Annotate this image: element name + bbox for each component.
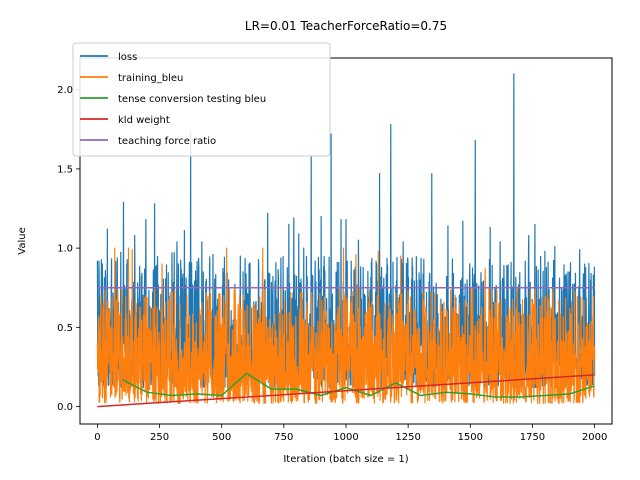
- y-tick-label: 0.5: [57, 323, 73, 334]
- y-axis-ticks: 0.0 0.5 1.0 1.5 2.0: [57, 85, 80, 413]
- x-tick-label: 1500: [458, 432, 483, 443]
- x-tick-label: 2000: [582, 432, 607, 443]
- y-tick-label: 0.0: [57, 402, 73, 413]
- x-tick-label: 1750: [520, 432, 545, 443]
- x-axis-ticks: 0 250 500 750 1000 1250 1500 1750 2000: [94, 424, 607, 443]
- legend-label-teaching-force-ratio: teaching force ratio: [118, 136, 216, 147]
- x-tick-label: 0: [94, 432, 100, 443]
- chart-title: LR=0.01 TeacherForceRatio=0.75: [245, 19, 447, 33]
- legend-label-training-bleu: training_bleu: [118, 73, 183, 84]
- x-tick-label: 250: [150, 432, 169, 443]
- x-tick-label: 1000: [333, 432, 358, 443]
- series-line-kld-weight: [97, 374, 595, 408]
- legend-label-kld-weight: kld weight: [118, 115, 170, 126]
- y-tick-label: 1.0: [57, 244, 73, 255]
- legend-label-loss: loss: [118, 52, 137, 63]
- x-tick-label: 500: [212, 432, 231, 443]
- legend-box: [72, 42, 331, 157]
- plot-area: [96, 73, 596, 408]
- x-tick-label: 1250: [395, 432, 420, 443]
- y-axis-label: Value: [17, 227, 28, 254]
- series-line-tense-conversion-testing-bleu: [121, 372, 595, 398]
- x-tick-label: 750: [274, 432, 293, 443]
- y-tick-label: 1.5: [57, 164, 73, 175]
- x-axis-label: Iteration (batch size = 1): [283, 454, 408, 465]
- y-tick-label: 2.0: [57, 85, 73, 96]
- series-line-training-bleu: [96, 247, 596, 404]
- legend-label-tense-conversion-testing-bleu: tense conversion testing bleu: [118, 94, 266, 105]
